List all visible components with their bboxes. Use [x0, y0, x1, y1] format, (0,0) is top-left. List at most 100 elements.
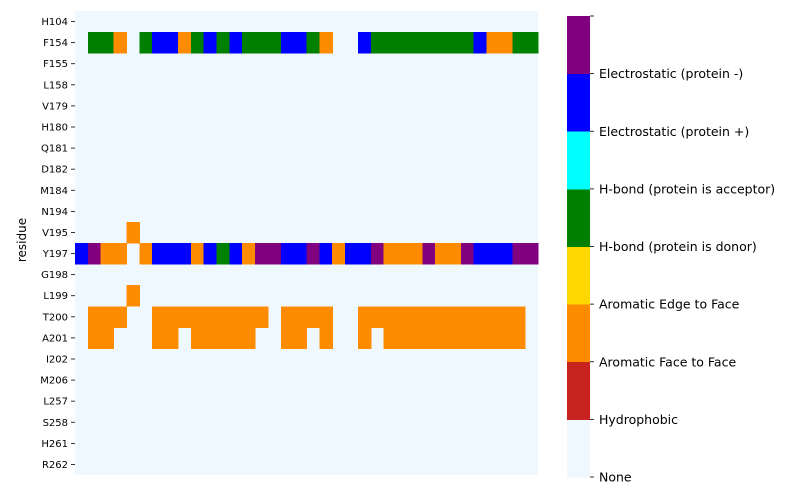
heatmap-cell-t200-33 [499, 306, 513, 328]
heatmap-cell-y197-5 [139, 243, 153, 265]
row-label-l158: L158 [43, 80, 68, 91]
heatmap-cell-t200-3 [113, 306, 128, 328]
row-label-r262: R262 [42, 460, 68, 471]
heatmap-cell-t200-8 [177, 306, 192, 328]
heatmap-cell-t200-26 [409, 306, 423, 328]
heatmap-cell-t200-6 [152, 306, 166, 328]
row-label-s258: S258 [43, 418, 68, 429]
heatmap-cell-f154-29 [447, 32, 462, 54]
heatmap-cell-a201-9 [190, 327, 205, 349]
row-label-q181: Q181 [41, 144, 68, 155]
heatmap-cell-y197-33 [499, 243, 513, 265]
heatmap-cell-f154-26 [409, 32, 423, 54]
heatmap-cell-t200-32 [486, 306, 501, 328]
colorbar-segment-3 [567, 246, 590, 305]
heatmap-cell-f154-9 [190, 32, 205, 54]
heatmap-cell-a201-27 [422, 327, 436, 349]
heatmap-cell-f154-22 [357, 32, 372, 54]
heatmap-cell-f154-34 [512, 32, 526, 54]
heatmap-cell-y197-32 [486, 243, 501, 265]
heatmap-cell-y197-17 [293, 243, 308, 265]
heatmap-cell-y197-2 [100, 243, 115, 265]
heatmap-cell-f154-15 [267, 32, 282, 54]
colorbar-label-4: H-bond (protein is donor) [599, 239, 757, 254]
colorbar-label-6: Electrostatic (protein +) [599, 124, 749, 139]
row-label-m184: M184 [40, 186, 68, 197]
heatmap-cell-f154-32 [486, 32, 501, 54]
row-label-h104: H104 [41, 17, 68, 28]
heatmap-cell-f154-18 [306, 32, 320, 54]
heatmap-cell-a201-33 [499, 327, 513, 349]
heatmap-cell-l199-4 [126, 285, 140, 307]
heatmap-cell-y197-31 [473, 243, 488, 265]
row-label-y197: Y197 [42, 249, 68, 260]
heatmap-cell-a201-32 [486, 327, 501, 349]
heatmap-cell-t200-11 [216, 306, 230, 328]
heatmap-cell-a201-10 [203, 327, 218, 349]
heatmap-cell-y197-29 [447, 243, 462, 265]
colorbar-segment-6 [567, 73, 590, 132]
row-label-i202: I202 [46, 355, 68, 366]
heatmap-cell-a201-34 [512, 327, 526, 349]
heatmap-cell-y197-35 [525, 243, 539, 265]
heatmap-cell-t200-13 [242, 306, 256, 328]
heatmap-cell-f154-11 [216, 32, 230, 54]
heatmap-cell-t200-29 [447, 306, 462, 328]
heatmap-cell-f154-6 [152, 32, 166, 54]
heatmap-cell-f154-10 [203, 32, 218, 54]
heatmap-cell-y197-13 [242, 243, 256, 265]
colorbar-label-3: Aromatic Edge to Face [599, 297, 740, 312]
row-label-m206: M206 [40, 376, 68, 387]
colorbar-label-5: H-bond (protein is acceptor) [599, 181, 775, 196]
row-label-t200: T200 [42, 312, 68, 323]
heatmap-cell-y197-18 [306, 243, 320, 265]
heatmap-cell-a201-28 [435, 327, 449, 349]
colorbar-tick-labels: None Hydrophobic Aromatic Face to Face Arom… [590, 15, 775, 485]
colorbar-segment-7 [567, 16, 590, 75]
heatmap-cell-t200-24 [383, 306, 398, 328]
heatmap-cell-t200-2 [100, 306, 115, 328]
heatmap-cell-y197-8 [177, 243, 192, 265]
heatmap-cell-y197-3 [113, 243, 128, 265]
heatmap-cell-y197-28 [435, 243, 449, 265]
heatmap-cell-y197-15 [267, 243, 282, 265]
row-label-d182: D182 [41, 165, 68, 176]
heatmap-cell-f154-31 [473, 32, 488, 54]
heatmap-cell-y197-9 [190, 243, 205, 265]
row-label-h180: H180 [41, 123, 68, 134]
heatmap-cell-f154-1 [87, 32, 102, 54]
heatmap-cell-y197-30 [460, 243, 475, 265]
row-label-f155: F155 [43, 59, 68, 70]
heatmap-cell-y197-26 [409, 243, 423, 265]
colorbar-label-0: None [599, 470, 632, 485]
heatmap-cell-y197-27 [422, 243, 436, 265]
heatmap-cell-f154-33 [499, 32, 513, 54]
heatmap-cell-f154-7 [165, 32, 179, 54]
heatmap-cell-t200-7 [165, 306, 179, 328]
heatmap-cell-y197-34 [512, 243, 526, 265]
row-label-v179: V179 [42, 101, 68, 112]
heatmap-cell-y197-22 [357, 243, 372, 265]
heatmap-cell-a201-2 [100, 327, 115, 349]
heatmap-cell-y197-23 [370, 243, 385, 265]
heatmap-cell-t200-16 [280, 306, 295, 328]
heatmap-cell-t200-23 [370, 306, 385, 328]
heatmap-cell-y197-0 [75, 243, 89, 265]
heatmap-cell-y197-7 [165, 243, 179, 265]
heatmap-cell-t200-1 [87, 306, 102, 328]
heatmap-cell-a201-7 [165, 327, 179, 349]
heatmap-cell-t200-9 [190, 306, 205, 328]
colorbar [567, 16, 590, 478]
heatmap-cell-t200-28 [435, 306, 449, 328]
colorbar-label-7: Electrostatic (protein -) [599, 66, 743, 81]
heatmap-cell-y197-20 [332, 243, 346, 265]
heatmap-cell-t200-10 [203, 306, 218, 328]
colorbar-label-1: Hydrophobic [599, 412, 678, 427]
heatmap-cell-f154-28 [435, 32, 449, 54]
heatmap-cell-a201-30 [460, 327, 475, 349]
heatmap-cell-a201-13 [242, 327, 256, 349]
colorbar-segment-5 [567, 131, 590, 190]
colorbar-segment-2 [567, 304, 590, 363]
heatmap-cell-y197-12 [229, 243, 243, 265]
